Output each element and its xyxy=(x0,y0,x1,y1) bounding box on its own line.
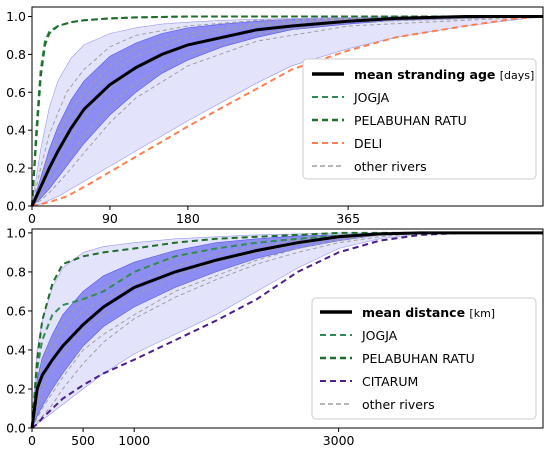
bottom-xtick-label: 500 xyxy=(71,433,95,448)
top-series-line-2 xyxy=(31,15,543,207)
bottom-ytick-label: 0.8 xyxy=(6,264,26,279)
bottom-other-river-line-3 xyxy=(31,232,543,429)
bottom-xtick-label: 0 xyxy=(28,433,36,448)
bottom-ytick-label: 0.4 xyxy=(6,342,26,357)
bottom-ytick-label: 0.0 xyxy=(6,421,26,436)
bottom-inner-band xyxy=(31,232,543,429)
top-legend-pelabuhan-label: PELABUHAN RATU xyxy=(354,113,467,128)
top-ticks: 0.0 0.2 0.4 0.6 0.8 1.0 0 90 180 365 xyxy=(6,9,360,226)
bottom-legend-citarum-label: CITARUM xyxy=(362,374,418,389)
top-other-river-line-1 xyxy=(31,16,544,207)
bottom-mean-line xyxy=(30,231,543,429)
top-legend: mean stranding age [days] JOGJA PELABUHA… xyxy=(302,58,537,180)
top-ytick-label: 0.2 xyxy=(6,161,26,176)
bottom-series-line-2 xyxy=(31,231,543,429)
top-legend-box xyxy=(302,58,537,180)
top-ytick-label: 0.0 xyxy=(6,199,26,214)
bottom-series-line-1 xyxy=(31,231,543,429)
bottom-legend: mean distance [km] JOGJA PELABUHAN RATU … xyxy=(311,297,537,420)
top-ytick-label: 0.8 xyxy=(6,47,26,62)
top-xtick-label: 90 xyxy=(102,211,118,226)
bottom-axes-frame xyxy=(31,228,544,429)
top-ytick-label: 0.6 xyxy=(6,85,26,100)
top-other-river-line-2 xyxy=(31,16,544,207)
top-mean-line xyxy=(30,15,543,207)
bottom-legend-mean-label: mean distance [km] xyxy=(362,305,495,320)
top-xtick-label: 0 xyxy=(28,211,36,226)
top-legend-other-label: other rivers xyxy=(354,159,427,174)
top-other-river-line-4 xyxy=(31,16,544,207)
top-legend-mean-label: mean stranding age [days] xyxy=(354,67,534,82)
top-plot-area xyxy=(30,15,544,207)
top-legend-deli-label: DELI xyxy=(354,136,382,151)
top-xtick-label: 365 xyxy=(336,211,360,226)
bottom-series-line-3 xyxy=(31,231,543,429)
bottom-xtick-label: 1000 xyxy=(118,433,150,448)
top-panel: 0.0 0.2 0.4 0.6 0.8 1.0 0 90 180 365 mean strandi… xyxy=(6,6,544,226)
top-ytick-label: 1.0 xyxy=(6,9,26,24)
bottom-ytick-label: 0.2 xyxy=(6,381,26,396)
top-legend-jogja-label: JOGJA xyxy=(353,90,390,105)
bottom-legend-jogja-label: JOGJA xyxy=(361,328,398,343)
bottom-legend-pelabuhan-label: PELABUHAN RATU xyxy=(362,351,475,366)
bottom-ytick-label: 0.6 xyxy=(6,303,26,318)
top-axes-frame xyxy=(31,6,544,207)
top-series-line-3 xyxy=(31,15,544,207)
top-xtick-label: 180 xyxy=(176,211,200,226)
bottom-other-river-line-1 xyxy=(31,232,543,429)
bottom-ticks: 0.0 0.2 0.4 0.6 0.8 1.0 0 500 1000 3000 xyxy=(6,225,354,448)
top-other-river-line-3 xyxy=(31,16,544,207)
bottom-xtick-label: 3000 xyxy=(323,433,355,448)
bottom-legend-other-label: other rivers xyxy=(362,397,435,412)
bottom-panel: 0.0 0.2 0.4 0.6 0.8 1.0 0 500 1000 3000 mean dist… xyxy=(6,225,544,448)
top-other-river-line-0 xyxy=(31,16,544,207)
bottom-legend-box xyxy=(311,297,537,420)
top-ytick-label: 0.4 xyxy=(6,123,26,138)
bottom-plot-area xyxy=(30,231,543,429)
bottom-ytick-label: 1.0 xyxy=(6,225,26,240)
